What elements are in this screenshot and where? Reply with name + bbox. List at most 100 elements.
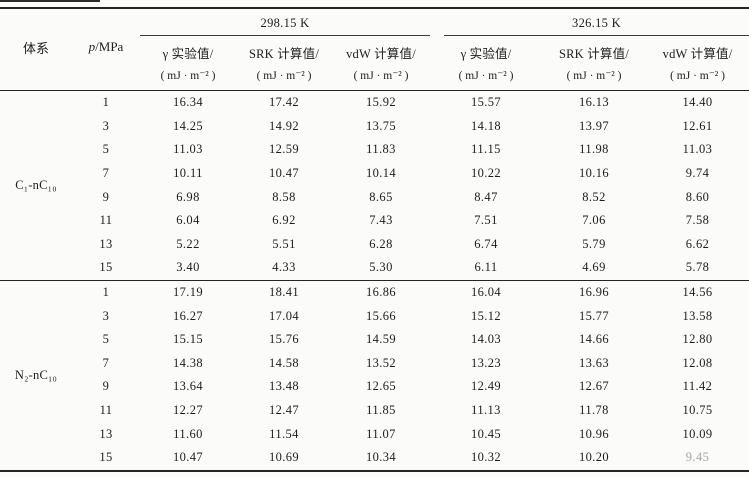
col-title: SRK 计算值/	[558, 47, 629, 61]
col-unit: ( mJ · m⁻² )	[670, 70, 725, 82]
gamma-value-cell: 11.54	[269, 426, 299, 441]
gamma-value-cell: 10.22	[470, 166, 502, 181]
gamma-value-cell: 14.92	[268, 118, 300, 133]
col-header-gamma-exp-298: γ 实验值/ ( mJ · m⁻² )	[140, 36, 236, 91]
gamma-value-cell: 8.52	[582, 189, 606, 204]
gamma-value-cell: 14.66	[578, 332, 610, 347]
gamma-value-cell: 17.04	[268, 308, 300, 323]
gamma-value-cell: 17.42	[268, 95, 300, 110]
temp-group-header-298: 298.15 K	[140, 8, 430, 36]
gamma-value-cell: 14.25	[172, 118, 204, 133]
gamma-value-cell: 16.13	[578, 95, 610, 110]
gamma-value-cell: 7.58	[685, 213, 710, 228]
gamma-value-cell: 6.04	[176, 213, 200, 228]
gamma-value-cell: 13.52	[365, 355, 397, 370]
gamma-value-cell: 11.42	[682, 379, 713, 394]
table-row: 5 15.15 15.76 14.59 14.03 14.66 12.80	[0, 328, 749, 352]
gamma-value-cell: 15.66	[365, 308, 397, 323]
pressure-value: 9	[102, 189, 110, 204]
col-unit: ( mJ · m⁻² )	[160, 70, 216, 82]
gamma-value-cell: 15.15	[172, 332, 204, 347]
gamma-value-cell: 10.09	[682, 426, 713, 441]
gamma-value-cell: 5.79	[582, 236, 606, 251]
gamma-value-cell: 12.47	[268, 403, 300, 418]
gamma-value-cell: 16.34	[172, 95, 204, 110]
table-row: 11 6.04 6.92 7.43 7.51 7.06 7.58	[0, 209, 749, 233]
gamma-value-cell: 12.61	[682, 118, 713, 133]
gamma-value-cell: 7.51	[474, 213, 498, 228]
gamma-value-cell: 13.64	[172, 379, 204, 394]
gamma-value-cell: 8.60	[685, 189, 710, 204]
gamma-value-cell: 10.75	[682, 403, 713, 418]
gamma-value-cell: 14.58	[268, 355, 300, 370]
table-row: 3 14.25 14.92 13.75 14.18 13.97 12.61	[0, 115, 749, 139]
gamma-value-cell: 5.51	[272, 236, 296, 251]
gamma-value-cell: 6.74	[474, 236, 498, 251]
value-column-header-row: γ 实验值/ ( mJ · m⁻² ) SRK 计算值/ ( mJ · m⁻² …	[0, 36, 749, 91]
gamma-value-cell: 16.96	[542, 279, 646, 305]
gamma-value-cell: 11.78	[579, 403, 609, 418]
temperature-group-row: 体系 p/MPa 298.15 K 326.15 K	[0, 8, 749, 91]
gamma-value-cell: 6.11	[474, 260, 498, 275]
table-row: 15 3.40 4.33 5.30 6.11 4.69 5.78	[0, 256, 749, 280]
gamma-value-cell: 5.22	[176, 236, 200, 251]
col-unit: ( mJ · m⁻² )	[256, 70, 312, 82]
table-row: 7 10.11 10.47 10.14 10.22 10.16 9.74	[0, 162, 749, 186]
gamma-value-cell: 10.69	[268, 450, 300, 465]
col-header-vdw-298: vdW 计算值/ ( mJ · m⁻² )	[332, 36, 430, 91]
col-unit: ( mJ · m⁻² )	[458, 70, 514, 82]
pressure-column-header: p/MPa	[72, 8, 140, 91]
gamma-value-cell: 10.34	[365, 450, 397, 465]
gamma-value-cell: 7.43	[369, 213, 393, 228]
temp-group-label: 298.15 K	[140, 16, 430, 36]
pressure-unit: /MPa	[95, 39, 124, 54]
gamma-value-cell: 11.98	[579, 142, 609, 157]
gamma-value-cell: 11.03	[173, 142, 203, 157]
gamma-value-cell: 13.58	[682, 308, 713, 323]
pressure-value: 11	[99, 213, 113, 228]
gamma-value-cell: 12.08	[682, 355, 713, 370]
pressure-value: 7	[102, 355, 110, 370]
gamma-value-cell: 10.47	[172, 450, 204, 465]
col-unit: ( mJ · m⁻² )	[353, 70, 409, 82]
table-row: 13 11.60 11.54 11.07 10.45 10.96 10.09	[0, 422, 749, 446]
gamma-value-cell: 10.14	[365, 166, 397, 181]
scan-artifact-mark	[0, 0, 100, 2]
gamma-value-cell: 13.75	[365, 118, 397, 133]
pressure-value: 3	[102, 118, 110, 133]
gamma-value-cell: 11.60	[173, 426, 203, 441]
gamma-value-cell: 11.03	[682, 142, 713, 157]
gamma-value-cell: 16.27	[172, 308, 204, 323]
pressure-value: 5	[102, 142, 110, 157]
gamma-value-cell: 12.65	[365, 379, 397, 394]
gamma-value-cell: 13.63	[578, 355, 610, 370]
gamma-value-cell: 3.40	[176, 260, 200, 275]
col-title: vdW 计算值/	[662, 47, 733, 61]
gamma-value-cell: 6.28	[369, 236, 393, 251]
table-row: C₁-nC₁₀ 1 16.34 17.42 15.92 15.57 16.13 14.40	[0, 91, 749, 192]
gamma-value-cell: 11.07	[366, 426, 396, 441]
gamma-value-cell: 10.45	[470, 426, 502, 441]
col-title: γ 实验值/	[162, 47, 214, 61]
gamma-value-cell: 15.57	[470, 95, 502, 110]
gamma-value-cell: 15.12	[470, 308, 502, 323]
gamma-value-cell: 14.18	[470, 118, 502, 133]
gamma-value-cell: 12.59	[268, 142, 300, 157]
gamma-value-cell: 14.40	[682, 95, 713, 110]
gamma-value-cell: 12.80	[682, 332, 713, 347]
gamma-value-cell: 8.65	[369, 189, 393, 204]
table-row: 9 6.98 8.58 8.65 8.47 8.52 8.60	[0, 185, 749, 209]
pressure-symbol: p	[88, 39, 96, 54]
gamma-value-cell: 6.92	[272, 213, 296, 228]
col-header-vdw-326: vdW 计算值/ ( mJ · m⁻² )	[646, 36, 749, 91]
gamma-value-cell: 4.33	[272, 260, 296, 275]
gamma-value-cell: 13.97	[578, 118, 610, 133]
col-unit: ( mJ · m⁻² )	[566, 70, 622, 82]
pressure-value: 1	[102, 95, 110, 110]
col-header-srk-298: SRK 计算值/ ( mJ · m⁻² )	[236, 36, 332, 91]
gamma-value-cell: 5.30	[369, 260, 393, 275]
gamma-value-cell: 15.77	[578, 308, 610, 323]
col-header-srk-326: SRK 计算值/ ( mJ · m⁻² )	[542, 36, 646, 91]
temp-group-header-326: 326.15 K	[430, 8, 749, 36]
gamma-value-cell: 8.58	[272, 189, 296, 204]
